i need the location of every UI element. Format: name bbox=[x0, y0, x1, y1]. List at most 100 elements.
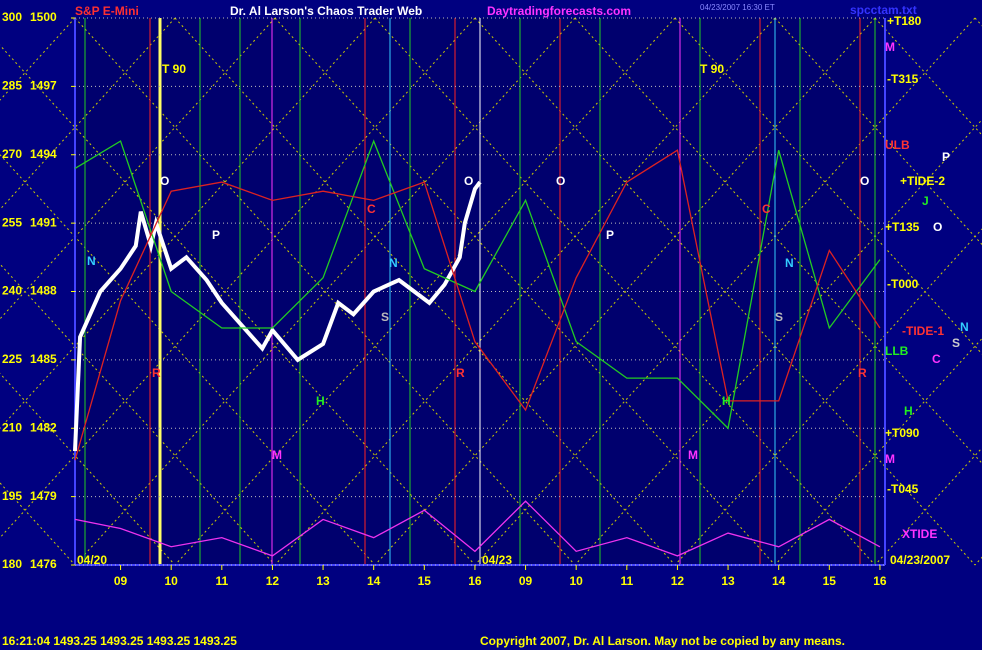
right-label: -T045 bbox=[887, 482, 919, 496]
y-tick-label: 285 bbox=[2, 79, 22, 93]
annotation: N bbox=[785, 256, 794, 270]
y2-tick-label: 1500 bbox=[30, 10, 57, 24]
right-label: J bbox=[922, 194, 929, 208]
right-label: N bbox=[960, 320, 969, 334]
y-tick-label: 255 bbox=[2, 215, 22, 229]
right-label: LLB bbox=[885, 344, 909, 358]
annotation: H bbox=[316, 394, 325, 408]
right-label: +T180 bbox=[887, 14, 922, 28]
right-label: +T135 bbox=[885, 220, 920, 234]
status: 16:21:04 1493.25 1493.25 1493.25 1493.25 bbox=[2, 634, 237, 648]
annotation: C bbox=[367, 202, 376, 216]
annotation: H bbox=[722, 394, 731, 408]
right-label: H bbox=[904, 404, 913, 418]
x-tick-label: 12 bbox=[671, 574, 685, 588]
date-mid: 04/23 bbox=[482, 553, 512, 567]
right-label: O bbox=[933, 220, 942, 234]
annotation: R bbox=[456, 366, 465, 380]
diagonal bbox=[0, 17, 276, 320]
diagonal bbox=[574, 119, 982, 566]
annotation: N bbox=[389, 256, 398, 270]
y-tick-label: 180 bbox=[2, 557, 22, 571]
y2-tick-label: 1497 bbox=[30, 79, 57, 93]
series-line bbox=[74, 139, 881, 430]
x-tick-label: 10 bbox=[570, 574, 584, 588]
diagonal bbox=[274, 17, 776, 566]
x-tick-label: 15 bbox=[418, 574, 432, 588]
x-tick-label: 09 bbox=[519, 574, 533, 588]
diagonal bbox=[174, 17, 676, 566]
x-tick-label: 15 bbox=[823, 574, 837, 588]
y2-tick-label: 1488 bbox=[30, 284, 57, 298]
y-tick-label: 225 bbox=[2, 352, 22, 366]
right-label: C bbox=[932, 352, 941, 366]
y-tick-label: 270 bbox=[2, 147, 22, 161]
diagonal bbox=[374, 17, 876, 566]
decoration bbox=[0, 17, 982, 566]
right-label: M bbox=[885, 452, 895, 466]
annotation: O bbox=[464, 174, 473, 188]
diagonal bbox=[474, 17, 976, 566]
annotation: O bbox=[160, 174, 169, 188]
annotation: M bbox=[688, 448, 698, 462]
chart-title: Dr. Al Larson's Chaos Trader Web bbox=[230, 4, 422, 18]
x-tick-label: 09 bbox=[114, 574, 128, 588]
right-label: S bbox=[952, 336, 960, 350]
x-tick-label: 11 bbox=[620, 574, 633, 588]
annotation: T 90 bbox=[700, 62, 724, 76]
y2-tick-label: 1491 bbox=[30, 215, 57, 229]
x-tick-label: 11 bbox=[215, 574, 228, 588]
x-tick-label: 12 bbox=[266, 574, 280, 588]
right-label: XTIDE bbox=[902, 527, 937, 541]
annotation: S bbox=[381, 310, 389, 324]
y-tick-label: 210 bbox=[2, 420, 22, 434]
subtitle: S&P E-Mini bbox=[75, 4, 139, 18]
right-label: ULB bbox=[885, 138, 910, 152]
y-tick-label: 300 bbox=[2, 10, 22, 24]
x-tick-label: 14 bbox=[772, 574, 786, 588]
annotation: N bbox=[87, 254, 96, 268]
annotation: R bbox=[858, 366, 867, 380]
y2-tick-label: 1485 bbox=[30, 352, 57, 366]
y-tick-label: 195 bbox=[2, 489, 22, 503]
annotation: C bbox=[762, 202, 771, 216]
x-tick-label: 13 bbox=[721, 574, 735, 588]
annotation: P bbox=[606, 228, 614, 242]
y2-tick-label: 1476 bbox=[30, 557, 57, 571]
right-label: M bbox=[885, 40, 895, 54]
annotation: P bbox=[212, 228, 220, 242]
series-line bbox=[73, 180, 482, 452]
annotation: O bbox=[556, 174, 565, 188]
x-tick-label: 13 bbox=[316, 574, 330, 588]
right-label: +T090 bbox=[885, 426, 920, 440]
annotation: R bbox=[152, 366, 161, 380]
x-tick-label: 10 bbox=[165, 574, 179, 588]
right-label: -TIDE-1 bbox=[902, 324, 944, 338]
site: Daytradingforecasts.com bbox=[487, 4, 631, 18]
right-label: -T000 bbox=[887, 277, 919, 291]
right-label: P bbox=[942, 150, 950, 164]
annotation: S bbox=[775, 310, 783, 324]
y-tick-label: 240 bbox=[2, 284, 22, 298]
x-tick-label: 14 bbox=[367, 574, 381, 588]
y2-tick-label: 1482 bbox=[30, 420, 57, 434]
diagonal bbox=[74, 17, 576, 566]
y2-tick-label: 1479 bbox=[30, 489, 57, 503]
annotation: T 90 bbox=[162, 62, 186, 76]
right-label: +TIDE-2 bbox=[900, 174, 945, 188]
diagonal bbox=[674, 228, 982, 566]
file: spcctam.txt bbox=[850, 3, 917, 17]
series-line bbox=[74, 500, 881, 557]
date-right: 04/23/2007 bbox=[890, 553, 950, 567]
date-left: 04/20 bbox=[77, 553, 107, 567]
stamp: 04/23/2007 16:30 ET bbox=[700, 3, 775, 12]
copyright: Copyright 2007, Dr. Al Larson. May not b… bbox=[480, 634, 845, 648]
right-label: -T315 bbox=[887, 72, 919, 86]
annotation: O bbox=[860, 174, 869, 188]
series-line bbox=[74, 149, 881, 461]
annotation: M bbox=[272, 448, 282, 462]
diagonal bbox=[0, 17, 476, 539]
x-tick-label: 16 bbox=[468, 574, 482, 588]
x-tick-label: 16 bbox=[873, 574, 887, 588]
